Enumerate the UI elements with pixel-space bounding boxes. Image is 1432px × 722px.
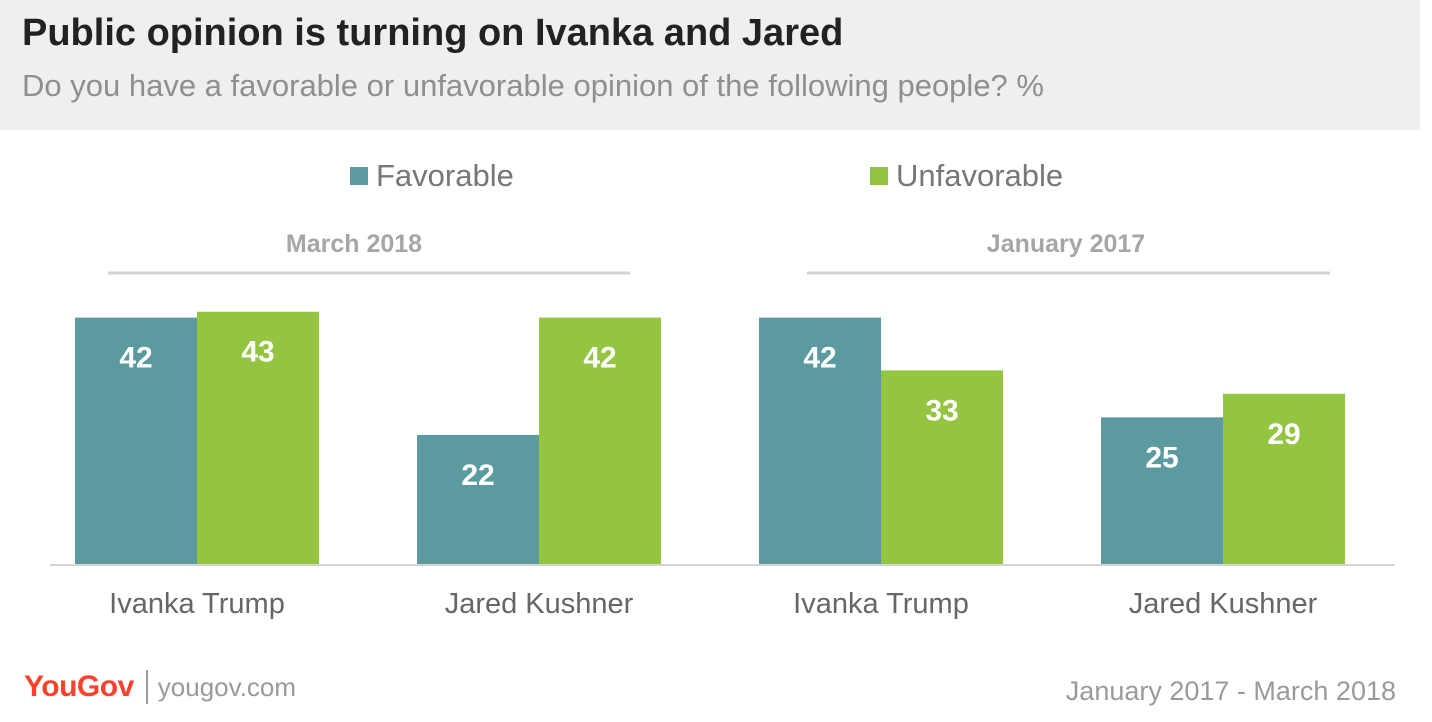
bar-1-0-unfavorable <box>881 370 1003 564</box>
category-label-1-1: Jared Kushner <box>1129 588 1318 620</box>
bar-1-0-favorable <box>759 317 881 564</box>
group-label-0: March 2018 <box>286 230 422 258</box>
category-label-1-0: Ivanka Trump <box>793 588 969 620</box>
brand-url: yougov.com <box>157 671 297 702</box>
page-title: Public opinion is turning on Ivanka and … <box>22 12 844 54</box>
legend-favorable: Favorable <box>350 158 514 194</box>
legend-unfavorable-swatch <box>870 167 888 185</box>
brand: YouGov yougov.com <box>24 670 296 704</box>
bar-1-1-unfavorable <box>1223 393 1345 564</box>
bar-0-0-favorable <box>75 317 197 564</box>
legend-unfavorable: Unfavorable <box>870 158 1063 194</box>
bar-0-0-unfavorable <box>197 311 319 564</box>
header-banner: Public opinion is turning on Ivanka and … <box>0 0 1420 130</box>
footer-date-range: January 2017 - March 2018 <box>1065 676 1396 706</box>
bar-value-label-0-0-0: 42 <box>119 342 152 375</box>
legend-unfavorable-label: Unfavorable <box>896 158 1064 193</box>
category-label-0-0: Ivanka Trump <box>109 588 285 620</box>
legend-favorable-swatch <box>350 167 368 185</box>
brand-divider <box>145 670 148 704</box>
bar-0-1-unfavorable <box>539 317 661 564</box>
bar-0-1-favorable <box>417 434 539 564</box>
bar-value-label-0-1-1: 42 <box>583 342 616 375</box>
bar-value-label-1-1-1: 29 <box>1267 418 1300 451</box>
bar-value-label-1-0-0: 42 <box>803 342 836 375</box>
bar-value-label-0-0-1: 43 <box>241 336 274 369</box>
category-label-0-1: Jared Kushner <box>445 588 634 620</box>
group-label-1: January 2017 <box>987 230 1145 258</box>
bar-value-label-1-0-1: 33 <box>925 394 958 427</box>
page-subtitle: Do you have a favorable or unfavorable o… <box>22 68 1044 103</box>
bar-1-1-favorable <box>1101 417 1223 564</box>
bar-value-label-0-1-0: 22 <box>461 459 494 492</box>
bar-value-label-1-1-0: 25 <box>1145 441 1178 474</box>
yougov-logo: YouGov <box>24 670 134 703</box>
legend-favorable-label: Favorable <box>376 158 514 193</box>
